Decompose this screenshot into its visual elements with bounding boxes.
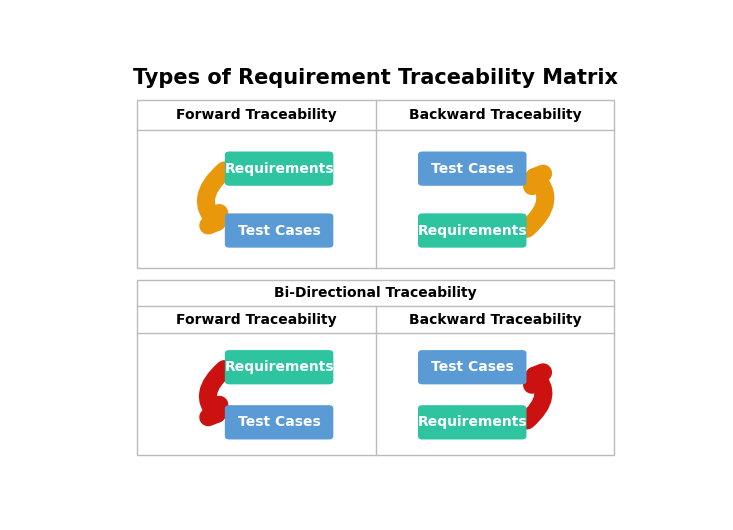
FancyBboxPatch shape	[225, 152, 334, 186]
Text: Backward Traceability: Backward Traceability	[408, 108, 581, 122]
FancyBboxPatch shape	[225, 405, 334, 439]
Text: Bi-Directional Traceability: Bi-Directional Traceability	[274, 286, 477, 300]
Text: Requirements: Requirements	[224, 360, 334, 374]
FancyBboxPatch shape	[225, 214, 334, 248]
Text: Requirements: Requirements	[417, 416, 527, 429]
Bar	[137, 280, 614, 455]
Text: Backward Traceability: Backward Traceability	[408, 313, 581, 326]
FancyBboxPatch shape	[418, 350, 526, 384]
Text: Test Cases: Test Cases	[237, 224, 320, 237]
FancyBboxPatch shape	[418, 405, 526, 439]
Text: Requirements: Requirements	[224, 162, 334, 175]
Text: Test Cases: Test Cases	[237, 416, 320, 429]
FancyBboxPatch shape	[418, 214, 526, 248]
FancyBboxPatch shape	[418, 152, 526, 186]
Text: Forward Traceability: Forward Traceability	[176, 108, 336, 122]
Text: Requirements: Requirements	[417, 224, 527, 237]
Text: Test Cases: Test Cases	[431, 162, 514, 175]
Text: Types of Requirement Traceability Matrix: Types of Requirement Traceability Matrix	[133, 68, 618, 88]
Text: Forward Traceability: Forward Traceability	[176, 313, 336, 326]
Bar	[137, 100, 614, 268]
Text: Test Cases: Test Cases	[431, 360, 514, 374]
FancyBboxPatch shape	[225, 350, 334, 384]
